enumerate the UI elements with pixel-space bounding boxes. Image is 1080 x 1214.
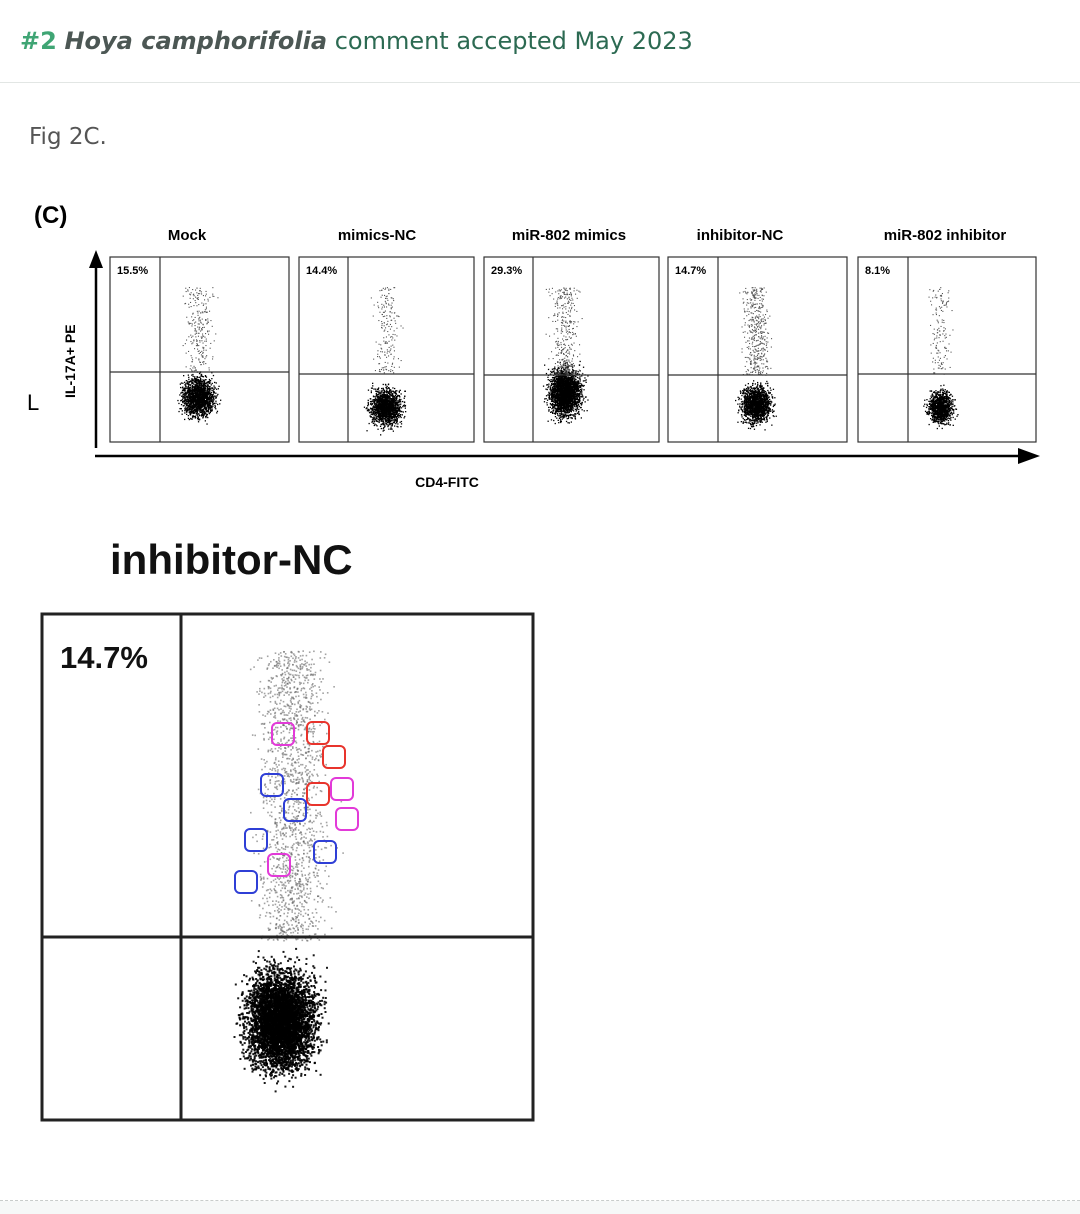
zoom-percent: 14.7% [60,640,148,675]
highlight-box [244,828,268,852]
flow-panel: miR-802 mimics 29.3% [483,227,660,443]
highlight-box [260,773,284,797]
x-axis-arrowhead [1018,448,1040,464]
footer-divider [0,1200,1080,1201]
flow-panel: mimics-NC 14.4% [298,227,475,443]
highlight-box [234,870,258,894]
panel-frame [857,256,1037,443]
panel-percent: 8.1% [865,265,890,277]
panel-frame [667,256,848,443]
panel-title: Mock [168,227,207,244]
flow-panels: Mock 15.5% mimics-NC 14.4% miR-802 mimics 29.… [109,227,1037,443]
panel-frame [483,256,660,443]
panel-percent: 14.7% [675,265,706,277]
panel-dots [177,287,222,425]
panel-percent: 29.3% [491,265,522,277]
flow-panel: inhibitor-NC 14.7% [667,227,848,443]
comment-status: comment accepted May 2023 [334,27,693,55]
highlight-boxes [234,721,359,894]
highlight-box [271,722,295,746]
y-axis-label: IL-17A+ PE [62,324,78,398]
highlight-box [306,782,330,806]
x-axis-label: CD4-FITC [415,474,479,490]
flow-panel: Mock 15.5% [109,227,290,443]
highlight-box [283,798,307,822]
side-mark: L [27,390,39,415]
panel-percent: 14.4% [306,265,337,277]
panel-dots [542,287,589,425]
highlight-box [267,853,291,877]
panel-title: inhibitor-NC [697,227,784,244]
comment-text: Fig 2C. [29,124,107,150]
comment-header: #2 Hoya camphorifolia comment accepted M… [0,0,1080,83]
panel-title: miR-802 inhibitor [884,227,1007,244]
y-axis-arrowhead [89,250,103,268]
highlight-box [306,721,330,745]
panel-dots [363,287,407,436]
zoom-dot-cloud [233,650,344,1093]
panel-title: miR-802 mimics [512,227,626,244]
zoomed-panel-graphic: inhibitor-NC 14.7% [40,536,535,1122]
zoom-frame [40,612,535,1122]
panel-frame [298,256,475,443]
panel-dots [735,287,777,431]
comment-number[interactable]: #2 [20,27,57,55]
highlight-box [313,840,337,864]
highlight-box [322,745,346,769]
panel-title: mimics-NC [338,227,417,244]
panel-label: (C) [34,202,67,229]
panel-frame [109,256,290,443]
comment-title-line: #2 Hoya camphorifolia comment accepted M… [20,24,693,58]
panel-percent: 15.5% [117,265,148,277]
zoomed-panel: inhibitor-NC 14.7% [0,520,560,1140]
footer-strip [0,1201,1080,1214]
panel-dots [923,287,959,430]
highlight-box [335,807,359,831]
flow-panel: miR-802 inhibitor 8.1% [857,227,1037,443]
species-name[interactable]: Hoya camphorifolia [64,27,328,55]
highlight-box [330,777,354,801]
figure-2c-graphic: (C) IL-17A+ PE L CD4-FITC Mock 15.5% mimic… [27,202,1040,490]
zoom-title: inhibitor-NC [110,536,353,583]
figure-2c: (C) IL-17A+ PE L CD4-FITC Mock 15.5% mimic… [0,180,1080,510]
